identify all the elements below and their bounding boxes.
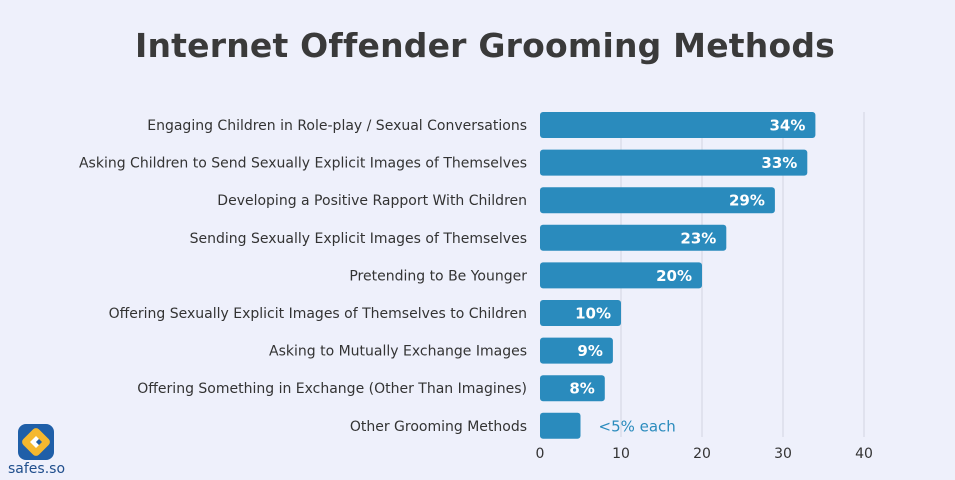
x-tick-label: 20 xyxy=(693,446,711,462)
category-label: Developing a Positive Rapport With Child… xyxy=(217,193,527,209)
safes-logo-icon xyxy=(18,424,54,460)
category-label: Engaging Children in Role-play / Sexual … xyxy=(147,118,527,134)
x-tick-label: 30 xyxy=(774,446,792,462)
bar xyxy=(540,149,808,176)
x-tick-label: 40 xyxy=(855,446,873,462)
data-label: 10% xyxy=(575,305,611,323)
brand-name: safes.so xyxy=(8,461,66,477)
category-label: Asking Children to Send Sexually Explici… xyxy=(79,156,527,172)
category-label: Pretending to Be Younger xyxy=(349,268,527,284)
data-label: 33% xyxy=(761,154,797,172)
bar xyxy=(540,300,621,326)
bar xyxy=(540,224,727,251)
data-label: <5% each xyxy=(599,417,676,435)
data-label: 29% xyxy=(729,192,765,210)
bars xyxy=(540,112,816,439)
bar xyxy=(540,375,605,402)
category-label: Sending Sexually Explicit Images of Them… xyxy=(190,231,527,247)
x-tick-label: 10 xyxy=(612,446,630,462)
x-tick-label: 0 xyxy=(536,446,545,462)
data-label: 23% xyxy=(680,229,716,247)
data-label: 9% xyxy=(577,342,602,360)
category-label: Asking to Mutually Exchange Images xyxy=(269,344,527,360)
bar xyxy=(540,262,702,289)
data-label: 34% xyxy=(769,117,805,135)
data-label: 20% xyxy=(656,267,692,285)
bar xyxy=(540,187,775,214)
chart-title: Internet Offender Grooming Methods xyxy=(135,26,835,65)
category-label: Offering Sexually Explicit Images of The… xyxy=(109,306,527,322)
bar xyxy=(540,112,816,138)
bar xyxy=(540,337,613,364)
category-label: Other Grooming Methods xyxy=(350,419,527,435)
category-label: Offering Something in Exchange (Other Th… xyxy=(137,381,527,397)
labels: 0 10 20 30 40 Engaging Children in Role-play … xyxy=(79,117,873,463)
data-label: 8% xyxy=(569,380,594,398)
bar xyxy=(540,412,581,439)
